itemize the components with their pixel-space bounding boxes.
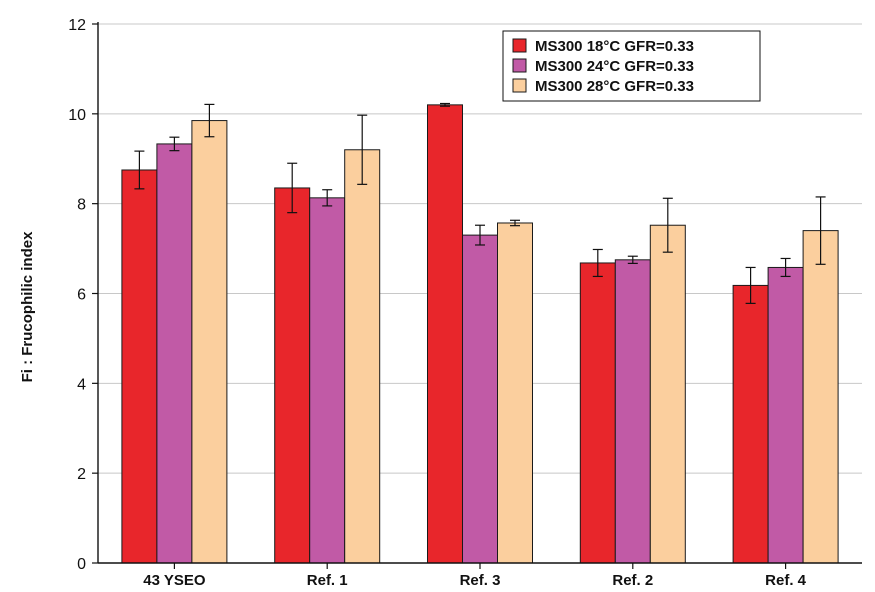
bars — [121, 104, 839, 564]
x-category-label: Ref. 1 — [307, 572, 348, 589]
x-category-label: 43 YSEO — [143, 572, 206, 589]
legend-label: MS300 28°C GFR=0.33 — [535, 78, 694, 95]
y-tick-label: 4 — [77, 376, 86, 393]
legend-label: MS300 24°C GFR=0.33 — [535, 58, 694, 75]
error-bars — [134, 102, 826, 304]
bar — [344, 149, 381, 564]
legend-swatch — [512, 38, 527, 53]
y-axis-ticks: 0 2 4 6 8 10 12 — [68, 17, 98, 573]
bar — [497, 222, 533, 564]
legend-label: MS300 18°C GFR=0.33 — [535, 38, 694, 55]
bar — [579, 262, 616, 564]
y-tick-label: 10 — [68, 107, 86, 124]
y-tick-label: 6 — [77, 287, 86, 304]
bar — [732, 284, 769, 564]
y-tick-label: 2 — [77, 466, 86, 483]
bar — [462, 234, 498, 564]
y-tick-label: 12 — [68, 17, 86, 34]
bar — [614, 259, 651, 564]
y-tick-label: 0 — [77, 556, 86, 573]
bar — [427, 104, 463, 564]
legend-swatch — [512, 78, 527, 93]
y-axis-title: Fi : Frucophilic index — [19, 231, 36, 383]
x-category-label: Ref. 4 — [765, 572, 807, 589]
bar — [802, 230, 839, 564]
bar — [649, 224, 686, 564]
bar — [309, 197, 346, 564]
legend: MS300 18°C GFR=0.33 MS300 24°C GFR=0.33 MS… — [502, 30, 761, 102]
bar — [191, 120, 228, 564]
legend-box — [502, 30, 761, 102]
x-axis-categories: 43 YSEO Ref. 1 Ref. 3 Ref. 2 Ref. 4 — [143, 563, 807, 589]
bar — [156, 143, 193, 564]
x-category-label: Ref. 2 — [612, 572, 653, 589]
y-tick-label: 8 — [77, 197, 86, 214]
x-category-label: Ref. 3 — [460, 572, 501, 589]
bar — [274, 187, 311, 564]
legend-swatch — [512, 58, 527, 73]
bar — [121, 169, 158, 564]
bar — [767, 266, 804, 564]
